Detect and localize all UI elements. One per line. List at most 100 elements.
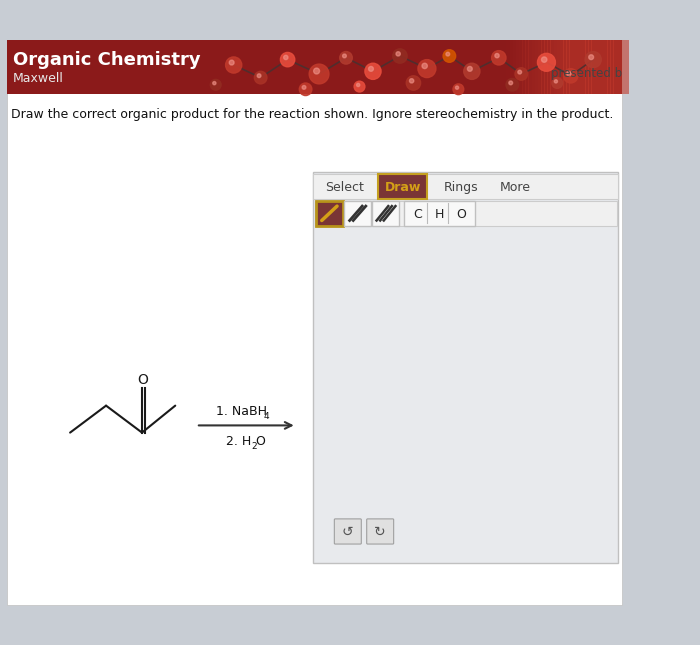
Circle shape xyxy=(464,63,480,79)
FancyBboxPatch shape xyxy=(613,40,617,94)
FancyBboxPatch shape xyxy=(541,40,545,94)
FancyBboxPatch shape xyxy=(620,40,623,94)
Circle shape xyxy=(368,66,373,72)
Circle shape xyxy=(491,50,506,65)
FancyBboxPatch shape xyxy=(379,174,427,199)
FancyBboxPatch shape xyxy=(335,519,361,544)
Circle shape xyxy=(554,80,557,83)
Circle shape xyxy=(314,68,320,74)
Circle shape xyxy=(564,68,578,83)
Circle shape xyxy=(456,86,458,89)
FancyBboxPatch shape xyxy=(0,33,629,612)
Text: 2: 2 xyxy=(251,442,257,451)
Circle shape xyxy=(356,83,360,86)
Circle shape xyxy=(552,77,563,88)
Circle shape xyxy=(468,66,472,72)
Circle shape xyxy=(410,79,414,83)
FancyBboxPatch shape xyxy=(519,40,523,94)
Text: Rings: Rings xyxy=(444,181,478,194)
Circle shape xyxy=(585,52,601,68)
Text: 4: 4 xyxy=(263,412,269,421)
Circle shape xyxy=(538,54,555,72)
Circle shape xyxy=(210,79,221,90)
Text: ↻: ↻ xyxy=(374,524,386,539)
FancyBboxPatch shape xyxy=(544,40,548,94)
FancyBboxPatch shape xyxy=(314,201,617,226)
FancyBboxPatch shape xyxy=(617,40,620,94)
Circle shape xyxy=(225,57,241,73)
Circle shape xyxy=(509,81,512,84)
Circle shape xyxy=(495,54,499,58)
Text: Select: Select xyxy=(325,181,364,194)
FancyBboxPatch shape xyxy=(598,40,601,94)
Circle shape xyxy=(213,81,216,84)
Text: Organic Chemistry: Organic Chemistry xyxy=(13,50,200,68)
Text: Draw: Draw xyxy=(384,181,421,194)
FancyBboxPatch shape xyxy=(538,40,542,94)
Circle shape xyxy=(443,50,456,63)
Text: H: H xyxy=(435,208,444,221)
Circle shape xyxy=(354,81,365,92)
FancyBboxPatch shape xyxy=(367,519,393,544)
Circle shape xyxy=(284,55,288,59)
Text: O: O xyxy=(256,435,265,448)
Text: O: O xyxy=(137,373,148,386)
Text: presented b: presented b xyxy=(551,68,622,81)
FancyBboxPatch shape xyxy=(607,40,610,94)
FancyBboxPatch shape xyxy=(563,40,567,94)
Circle shape xyxy=(518,70,522,74)
Circle shape xyxy=(393,49,407,63)
FancyBboxPatch shape xyxy=(405,201,475,226)
FancyBboxPatch shape xyxy=(516,40,519,94)
FancyBboxPatch shape xyxy=(525,40,529,94)
Circle shape xyxy=(589,55,594,59)
FancyBboxPatch shape xyxy=(569,40,573,94)
Text: C: C xyxy=(414,208,422,221)
Circle shape xyxy=(453,84,464,95)
FancyBboxPatch shape xyxy=(313,174,618,199)
FancyBboxPatch shape xyxy=(554,40,557,94)
Text: 2. H: 2. H xyxy=(226,435,252,448)
FancyBboxPatch shape xyxy=(594,40,598,94)
FancyBboxPatch shape xyxy=(579,40,582,94)
Text: ↺: ↺ xyxy=(342,524,354,539)
Circle shape xyxy=(281,52,295,67)
Text: 1. NaBH: 1. NaBH xyxy=(216,406,267,419)
Text: Maxwell: Maxwell xyxy=(13,72,64,85)
FancyBboxPatch shape xyxy=(531,40,536,94)
FancyBboxPatch shape xyxy=(610,40,614,94)
FancyBboxPatch shape xyxy=(556,40,561,94)
FancyBboxPatch shape xyxy=(623,40,626,94)
Circle shape xyxy=(446,52,449,56)
Circle shape xyxy=(300,83,312,95)
FancyBboxPatch shape xyxy=(316,201,343,226)
Circle shape xyxy=(254,72,267,84)
FancyBboxPatch shape xyxy=(601,40,604,94)
FancyBboxPatch shape xyxy=(535,40,538,94)
FancyBboxPatch shape xyxy=(566,40,570,94)
FancyBboxPatch shape xyxy=(626,40,629,94)
Circle shape xyxy=(406,76,421,90)
FancyBboxPatch shape xyxy=(522,40,526,94)
FancyBboxPatch shape xyxy=(512,40,517,94)
Circle shape xyxy=(515,68,528,80)
FancyBboxPatch shape xyxy=(528,40,532,94)
FancyBboxPatch shape xyxy=(7,40,622,605)
FancyBboxPatch shape xyxy=(604,40,608,94)
FancyBboxPatch shape xyxy=(575,40,580,94)
Circle shape xyxy=(567,72,571,76)
FancyBboxPatch shape xyxy=(592,40,595,94)
FancyBboxPatch shape xyxy=(7,40,622,94)
Circle shape xyxy=(257,74,261,77)
FancyBboxPatch shape xyxy=(344,201,371,226)
FancyBboxPatch shape xyxy=(547,40,551,94)
FancyBboxPatch shape xyxy=(550,40,554,94)
FancyBboxPatch shape xyxy=(510,40,513,94)
FancyBboxPatch shape xyxy=(582,40,585,94)
Circle shape xyxy=(506,79,519,91)
FancyBboxPatch shape xyxy=(588,40,592,94)
FancyBboxPatch shape xyxy=(573,40,576,94)
FancyBboxPatch shape xyxy=(313,172,618,563)
Circle shape xyxy=(302,86,306,89)
Text: More: More xyxy=(500,181,531,194)
